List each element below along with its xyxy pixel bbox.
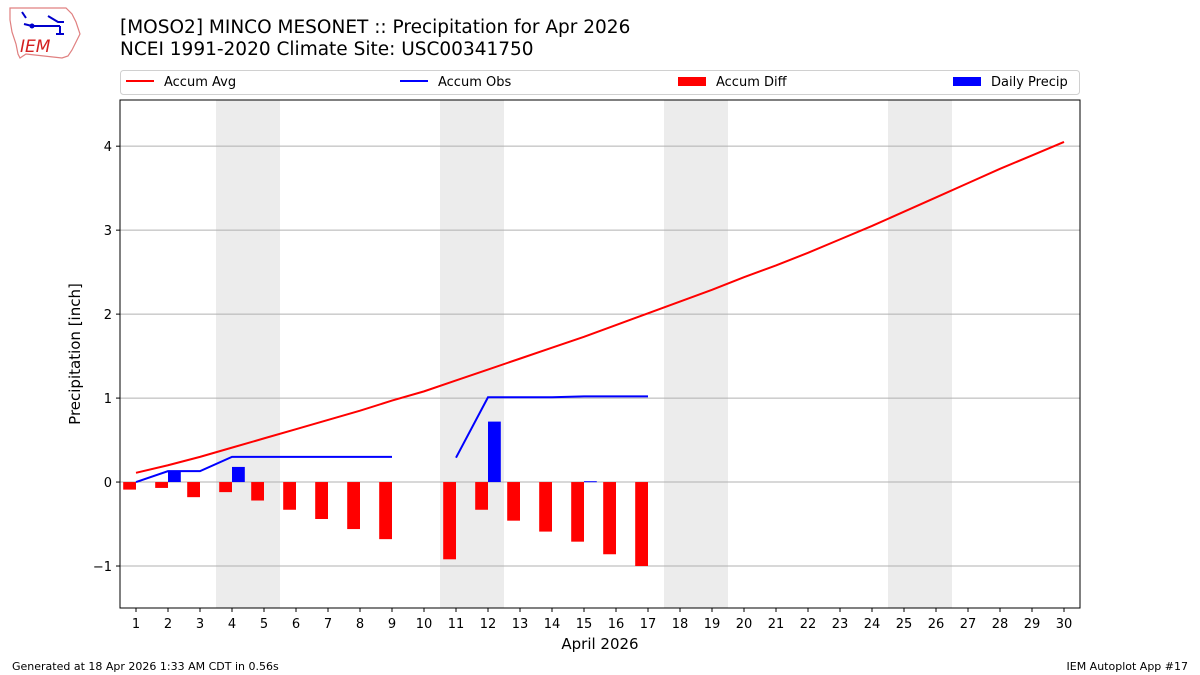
y-tick-label: 3: [104, 224, 112, 239]
daily-precip-bar: [488, 421, 501, 483]
daily-precip-bar: [168, 471, 181, 483]
x-tick-label: 13: [512, 617, 529, 632]
daily-precip-bar: [232, 466, 245, 483]
y-tick-label: 4: [104, 140, 112, 155]
accum-diff-bar: [635, 482, 648, 567]
x-tick-label: 30: [1056, 617, 1073, 632]
x-tick-label: 11: [448, 617, 465, 632]
x-tick-label: 2: [164, 617, 172, 632]
y-tick-label: 1: [104, 392, 112, 407]
accum-diff-bar: [315, 482, 328, 519]
accum-diff-bar: [571, 482, 584, 542]
x-tick-label: 16: [608, 617, 625, 632]
legend-label: Accum Avg: [164, 75, 236, 90]
accum-diff-bar: [539, 482, 552, 532]
legend-diff-swatch: [678, 77, 706, 86]
x-tick-label: 3: [196, 617, 204, 632]
accum-diff-bar: [187, 482, 200, 498]
weekend-shade: [664, 100, 728, 608]
x-tick-label: 4: [228, 617, 236, 632]
accum-diff-bar: [379, 482, 392, 540]
x-tick-label: 26: [928, 617, 945, 632]
x-tick-label: 20: [736, 617, 753, 632]
x-tick-label: 6: [292, 617, 300, 632]
accum-diff-bar: [251, 482, 264, 501]
x-tick-label: 12: [480, 617, 497, 632]
generated-timestamp: Generated at 18 Apr 2026 1:33 AM CDT in …: [12, 660, 279, 673]
x-axis-label: April 2026: [561, 635, 638, 653]
accum-diff-bar: [155, 482, 168, 488]
chart-title: [MOSO2] MINCO MESONET :: Precipitation f…: [120, 17, 631, 38]
x-tick-label: 8: [356, 617, 364, 632]
legend-box: [120, 70, 1080, 95]
plot-frame: [119, 99, 1081, 609]
x-tick-label: 25: [896, 617, 913, 632]
y-tick-label: −1: [93, 560, 112, 575]
accum-avg-line: [135, 141, 1065, 474]
svg-text:IEM: IEM: [20, 37, 51, 57]
x-tick-label: 19: [704, 617, 721, 632]
x-tick-label: 28: [992, 617, 1009, 632]
accum-diff-bar: [283, 482, 296, 510]
accum-diff-bar: [507, 482, 520, 521]
x-tick-label: 1: [132, 617, 140, 632]
daily-precip-bar: [584, 481, 597, 483]
accum-obs-line: [135, 455, 392, 483]
legend-label: Daily Precip: [991, 75, 1068, 90]
y-tick-label: 2: [104, 308, 112, 323]
x-tick-label: 24: [864, 617, 881, 632]
iem-logo: IEM: [9, 7, 81, 59]
y-axis-label: Precipitation [inch]: [66, 283, 84, 425]
x-tick-label: 7: [324, 617, 332, 632]
accum-diff-bar: [475, 482, 488, 510]
legend-label: Accum Obs: [438, 75, 511, 90]
x-tick-label: 22: [800, 617, 817, 632]
accum-obs-line: [455, 395, 648, 459]
accum-diff-bar: [347, 482, 360, 530]
x-tick-label: 5: [260, 617, 268, 632]
accum-diff-bar: [219, 482, 232, 493]
weekend-shade: [216, 100, 280, 608]
x-tick-label: 21: [768, 617, 785, 632]
accum-diff-bar: [443, 482, 456, 560]
x-tick-label: 18: [672, 617, 689, 632]
chart-subtitle: NCEI 1991-2020 Climate Site: USC00341750: [120, 39, 534, 60]
app-label: IEM Autoplot App #17: [1066, 660, 1189, 673]
x-tick-label: 27: [960, 617, 977, 632]
accum-diff-bar: [603, 482, 616, 555]
accum-diff-bar: [123, 482, 136, 490]
x-tick-label: 17: [640, 617, 657, 632]
weekend-shade: [888, 100, 952, 608]
x-tick-label: 9: [388, 617, 396, 632]
x-tick-label: 23: [832, 617, 849, 632]
y-tick-label: 0: [104, 476, 112, 491]
x-tick-label: 10: [416, 617, 433, 632]
legend-label: Accum Diff: [716, 75, 788, 90]
legend-precip-swatch: [953, 77, 981, 86]
x-tick-label: 14: [544, 617, 561, 632]
x-tick-label: 29: [1024, 617, 1041, 632]
x-tick-label: 15: [576, 617, 593, 632]
